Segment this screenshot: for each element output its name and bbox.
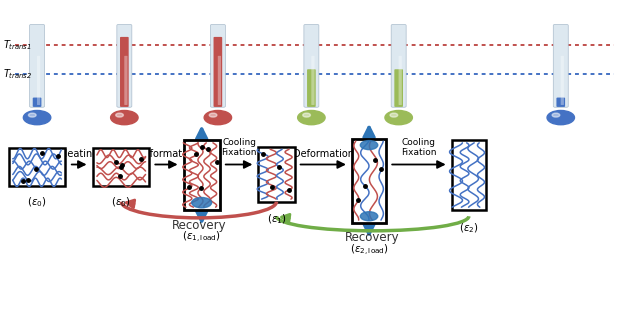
Circle shape xyxy=(360,140,378,150)
Text: $(\varepsilon_{1,\mathrm{load}})$: $(\varepsilon_{1,\mathrm{load}})$ xyxy=(182,230,221,245)
Circle shape xyxy=(547,111,574,125)
Text: Deformation: Deformation xyxy=(136,149,197,159)
Text: Cooling
Fixation: Cooling Fixation xyxy=(221,138,257,157)
FancyBboxPatch shape xyxy=(120,37,129,107)
FancyBboxPatch shape xyxy=(213,37,222,107)
Text: $(\varepsilon_{2,\mathrm{load}})$: $(\varepsilon_{2,\mathrm{load}})$ xyxy=(350,243,389,258)
Circle shape xyxy=(385,111,413,125)
Circle shape xyxy=(111,111,138,125)
Text: $(\varepsilon_1)$: $(\varepsilon_1)$ xyxy=(267,212,286,226)
Bar xyxy=(352,139,386,223)
Text: Heating: Heating xyxy=(60,149,98,159)
Text: Cooling
Fixation: Cooling Fixation xyxy=(401,138,437,157)
FancyBboxPatch shape xyxy=(391,24,406,107)
Circle shape xyxy=(303,113,311,117)
FancyBboxPatch shape xyxy=(37,56,40,105)
Bar xyxy=(9,148,65,186)
Text: $(\varepsilon_0)$: $(\varepsilon_0)$ xyxy=(27,195,47,209)
Text: $(\varepsilon_0)$: $(\varepsilon_0)$ xyxy=(111,195,131,209)
FancyBboxPatch shape xyxy=(304,24,319,107)
FancyBboxPatch shape xyxy=(311,56,314,105)
Text: Deformation: Deformation xyxy=(292,149,353,159)
FancyBboxPatch shape xyxy=(218,56,221,105)
Circle shape xyxy=(209,113,217,117)
Text: $T_\mathregular{trans2}$: $T_\mathregular{trans2}$ xyxy=(3,67,33,81)
Circle shape xyxy=(192,197,211,208)
Circle shape xyxy=(28,113,36,117)
FancyBboxPatch shape xyxy=(557,97,565,107)
Text: $T_\mathregular{trans1}$: $T_\mathregular{trans1}$ xyxy=(3,38,32,52)
FancyBboxPatch shape xyxy=(125,56,128,105)
FancyBboxPatch shape xyxy=(30,24,45,107)
Circle shape xyxy=(204,111,231,125)
FancyBboxPatch shape xyxy=(394,69,403,107)
Text: Recovery: Recovery xyxy=(345,231,400,244)
Bar xyxy=(452,140,486,210)
Circle shape xyxy=(298,111,325,125)
Circle shape xyxy=(552,113,560,117)
Bar xyxy=(93,148,149,186)
FancyBboxPatch shape xyxy=(554,24,568,107)
FancyBboxPatch shape xyxy=(399,56,402,105)
Bar xyxy=(184,140,220,210)
FancyBboxPatch shape xyxy=(560,56,564,105)
Text: Recovery: Recovery xyxy=(172,218,226,232)
Text: $(\varepsilon_2)$: $(\varepsilon_2)$ xyxy=(459,221,479,235)
FancyBboxPatch shape xyxy=(117,24,132,107)
FancyBboxPatch shape xyxy=(307,69,316,107)
Circle shape xyxy=(390,113,398,117)
Bar xyxy=(259,147,294,202)
FancyBboxPatch shape xyxy=(33,97,42,107)
FancyBboxPatch shape xyxy=(210,24,225,107)
Circle shape xyxy=(360,212,378,221)
Circle shape xyxy=(116,113,123,117)
Circle shape xyxy=(23,111,51,125)
